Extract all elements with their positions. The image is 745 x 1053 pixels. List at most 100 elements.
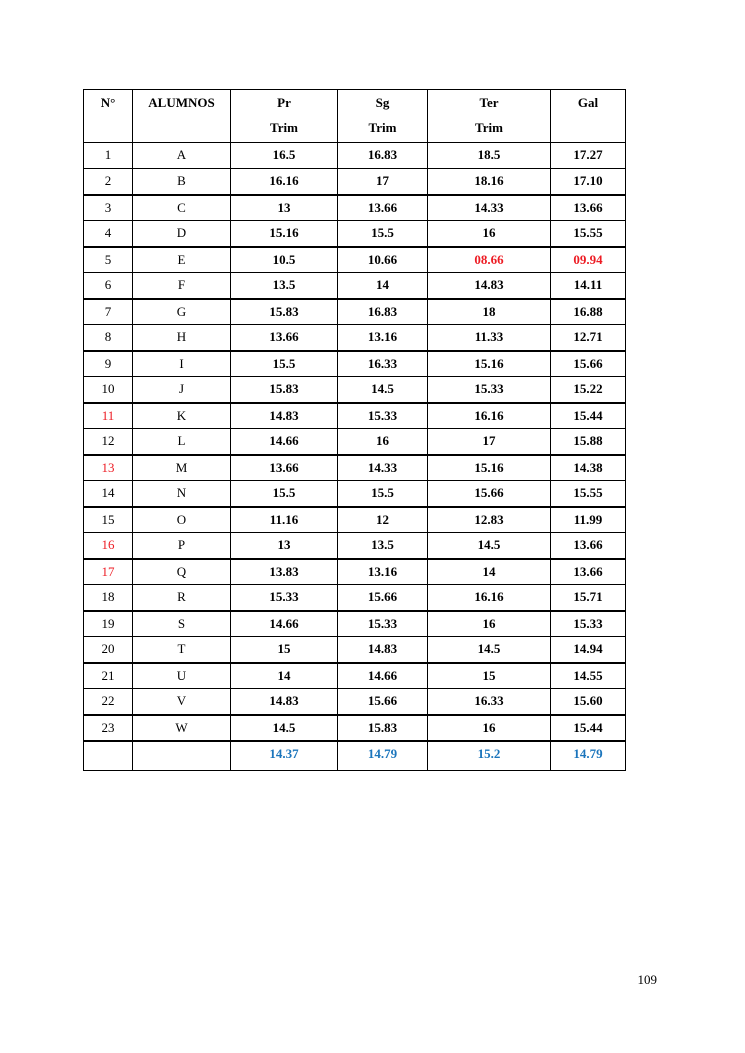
- grade-cell: 13.5: [337, 532, 428, 560]
- grade-cell: 16.83: [337, 298, 428, 325]
- student-cell: H: [132, 324, 231, 352]
- grade-cell: 18.5: [427, 142, 551, 169]
- row-number-cell: 19: [83, 610, 133, 637]
- grade-cell: 12.71: [550, 324, 626, 352]
- grade-cell: 15.60: [550, 688, 626, 716]
- grade-cell: 15.44: [550, 402, 626, 429]
- row-number-cell: 7: [83, 298, 133, 325]
- row-number-cell: 21: [83, 662, 133, 689]
- table-row: 21 U 14 14.66 15 14.55: [83, 662, 626, 689]
- grade-cell: 13.66: [550, 194, 626, 221]
- row-number-cell: 6: [83, 272, 133, 300]
- student-cell: D: [132, 220, 231, 248]
- grade-cell: 13: [230, 532, 338, 560]
- table-row: 11 K 14.83 15.33 16.16 15.44: [83, 402, 626, 429]
- grade-cell: 14.83: [337, 636, 428, 664]
- grade-cell: 15.5: [230, 350, 338, 377]
- grade-cell: 15.83: [337, 714, 428, 741]
- column-header-5: Ter Trim: [427, 89, 551, 143]
- grade-cell: 15.83: [230, 376, 338, 404]
- grade-cell: 11.16: [230, 506, 338, 533]
- grade-cell: 15: [230, 636, 338, 664]
- grade-cell: 13.66: [337, 194, 428, 221]
- grade-cell: 14.55: [550, 662, 626, 689]
- average-cell: 15.2: [427, 739, 551, 771]
- grade-cell: 15.16: [230, 220, 338, 248]
- student-cell: V: [132, 688, 231, 716]
- grade-cell: 13.16: [337, 558, 428, 585]
- table-row: 9 I 15.5 16.33 15.16 15.66: [83, 350, 626, 377]
- grade-cell: 16.33: [427, 688, 551, 716]
- grade-cell: 13.16: [337, 324, 428, 352]
- column-header-label: ALUMNOS: [148, 95, 215, 110]
- grade-cell: 14.5: [427, 636, 551, 664]
- table-row: 13 M 13.66 14.33 15.16 14.38: [83, 454, 626, 481]
- grade-cell: 13.83: [230, 558, 338, 585]
- column-header-sublabel: Trim: [270, 120, 298, 135]
- row-number-cell: 20: [83, 636, 133, 664]
- grade-cell: 15.83: [230, 298, 338, 325]
- grade-cell: 11.99: [550, 506, 626, 533]
- grade-cell: 08.66: [427, 246, 551, 273]
- grade-cell: 14.83: [230, 688, 338, 716]
- row-number-cell: 1: [83, 142, 133, 169]
- grade-cell: 15.71: [550, 584, 626, 612]
- table-row: 3 C 13 13.66 14.33 13.66: [83, 194, 626, 221]
- student-cell: W: [132, 714, 231, 741]
- row-number-cell: 8: [83, 324, 133, 352]
- row-number-cell: 14: [83, 480, 133, 508]
- student-cell: E: [132, 246, 231, 273]
- row-number-cell: 15: [83, 506, 133, 533]
- grade-cell: 14.5: [230, 714, 338, 741]
- grade-cell: 15.44: [550, 714, 626, 741]
- student-cell: J: [132, 376, 231, 404]
- average-cell: 14.37: [230, 739, 338, 771]
- grade-cell: 15.66: [337, 688, 428, 716]
- student-cell: P: [132, 532, 231, 560]
- student-cell: U: [132, 662, 231, 689]
- grade-cell: 14.94: [550, 636, 626, 664]
- column-header-sublabel: Trim: [368, 120, 397, 135]
- grade-cell: 13: [230, 194, 338, 221]
- student-cell: L: [132, 428, 231, 456]
- grade-cell: 13.66: [550, 532, 626, 560]
- page-number: 109: [637, 972, 658, 987]
- grade-cell: 14.5: [427, 532, 551, 560]
- grade-cell: 15.33: [230, 584, 338, 612]
- grade-cell: 17.10: [550, 168, 626, 196]
- grade-cell: 13.66: [230, 454, 338, 481]
- column-header-2: ALUMNOS: [132, 89, 231, 143]
- student-cell: Q: [132, 558, 231, 585]
- header-row: N° ALUMNOS Pr Trim Sg Trim Ter Trim Gal: [83, 89, 626, 143]
- table-row: 10 J 15.83 14.5 15.33 15.22: [83, 376, 626, 404]
- table-row: 16 P 13 13.5 14.5 13.66: [83, 532, 626, 560]
- student-cell: S: [132, 610, 231, 637]
- column-header-label: Gal: [577, 95, 599, 110]
- student-cell: F: [132, 272, 231, 300]
- average-cell: 14.79: [337, 739, 428, 771]
- grade-cell: 15.66: [337, 584, 428, 612]
- grade-cell: 13.5: [230, 272, 338, 300]
- table-row: 15 O 11.16 12 12.83 11.99: [83, 506, 626, 533]
- grade-cell: 16.33: [337, 350, 428, 377]
- grade-cell: 14.66: [337, 662, 428, 689]
- column-header-label: N°: [100, 95, 116, 110]
- table-row: 5 E 10.5 10.66 08.66 09.94: [83, 246, 626, 273]
- grade-cell: 16: [427, 610, 551, 637]
- row-number-cell: 9: [83, 350, 133, 377]
- averages-empty-cell: [132, 739, 231, 771]
- grade-cell: 16: [427, 714, 551, 741]
- column-header-4: Sg Trim: [337, 89, 428, 143]
- grade-cell: 14.83: [427, 272, 551, 300]
- row-number-cell: 2: [83, 168, 133, 196]
- grade-cell: 15.5: [337, 480, 428, 508]
- column-header-3: Pr Trim: [230, 89, 338, 143]
- student-cell: A: [132, 142, 231, 169]
- table-header: N° ALUMNOS Pr Trim Sg Trim Ter Trim Gal: [83, 89, 626, 143]
- row-number-cell: 10: [83, 376, 133, 404]
- grade-cell: 10.5: [230, 246, 338, 273]
- grade-cell: 15: [427, 662, 551, 689]
- grade-cell: 15.88: [550, 428, 626, 456]
- student-cell: N: [132, 480, 231, 508]
- grade-cell: 17: [337, 168, 428, 196]
